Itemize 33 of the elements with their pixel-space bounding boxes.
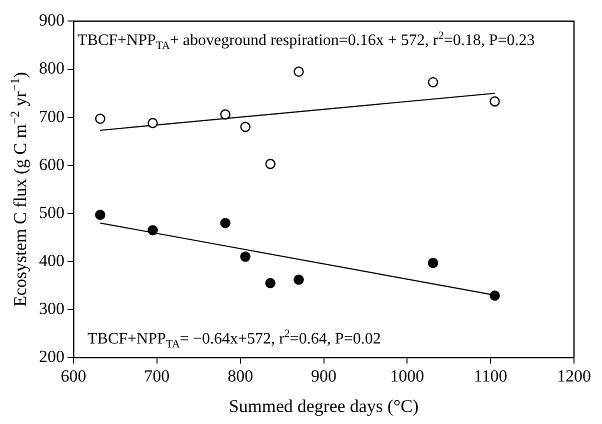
y-tick-label: 900 xyxy=(39,10,64,30)
point xyxy=(294,274,304,285)
point xyxy=(294,66,304,77)
x-tick-label: 1000 xyxy=(390,366,424,386)
point xyxy=(220,218,230,228)
point xyxy=(428,77,438,88)
point xyxy=(265,158,276,170)
point xyxy=(240,252,250,262)
x-tick-label: 700 xyxy=(144,366,170,386)
y-tick-label: 200 xyxy=(39,347,64,366)
x-tick-label: 1200 xyxy=(557,366,591,386)
y-axis-title: Ecosystem C flux (g C m−2 yr−1) xyxy=(8,72,30,307)
point xyxy=(490,290,500,301)
x-tick-label: 600 xyxy=(60,366,86,386)
point xyxy=(95,114,106,124)
x-tick-label: 900 xyxy=(311,366,336,386)
point xyxy=(95,210,106,220)
point xyxy=(265,278,276,288)
y-tick-label: 600 xyxy=(39,154,64,174)
y-tick-label: 700 xyxy=(39,106,64,126)
x-tick-label: 800 xyxy=(228,366,254,386)
y-tick-label: 400 xyxy=(39,250,64,270)
x-tick-label: 1100 xyxy=(474,366,508,386)
point xyxy=(148,225,158,236)
point xyxy=(428,258,438,268)
point xyxy=(490,96,500,107)
x-axis-title: Summed degree days (°C) xyxy=(228,396,419,416)
y-tick-label: 800 xyxy=(39,58,64,78)
point xyxy=(220,109,230,120)
y-tick-label: 300 xyxy=(39,299,64,318)
y-tick-label: 500 xyxy=(39,202,64,222)
point xyxy=(240,122,250,132)
point xyxy=(148,118,158,128)
